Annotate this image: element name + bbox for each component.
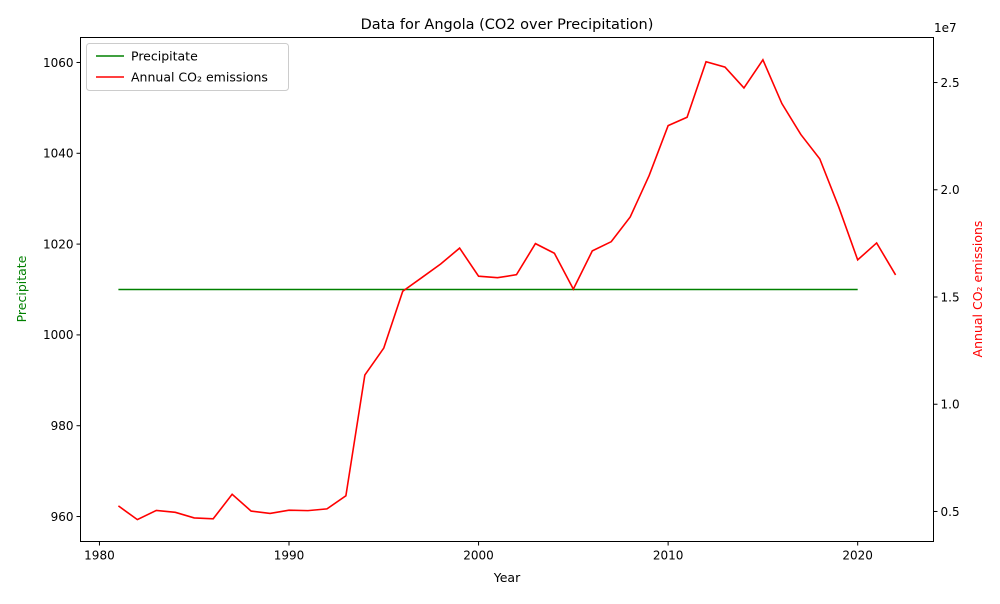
legend-label-precipitate: Precipitate — [131, 49, 198, 64]
series-line-co2-emissions — [117, 58, 897, 521]
y-right-tick-label: 2.0 — [941, 183, 960, 197]
y-right-tick-label: 1.0 — [941, 398, 960, 412]
x-axis: 1980 1990 2000 2010 2020 — [84, 541, 873, 563]
y-right-tick-label: 1.5 — [941, 290, 960, 304]
legend-box — [86, 43, 289, 91]
x-tick-label: 2010 — [653, 549, 684, 563]
legend-label-co2: Annual CO₂ emissions — [131, 70, 268, 85]
x-tick-label: 1980 — [84, 549, 115, 563]
y-left-tick-label: 980 — [51, 419, 74, 433]
y-axis-right-label: Annual CO₂ emissions — [970, 221, 985, 358]
chart-title: Data for Angola (CO2 over Precipitation) — [361, 17, 654, 33]
y-right-tick-label: 2.5 — [941, 76, 960, 90]
y-left-tick-label: 1000 — [43, 328, 74, 342]
y-axis-right-multiplier: 1e7 — [934, 21, 957, 35]
y-left-tick-label: 1020 — [43, 237, 74, 251]
legend: Precipitate Annual CO₂ emissions — [86, 43, 289, 91]
y-left-tick-label: 960 — [51, 510, 74, 524]
y-left-tick-label: 1040 — [43, 147, 74, 161]
y-axis-right: 0.5 1.0 1.5 2.0 2.5 — [933, 76, 960, 519]
plot-frame — [80, 37, 934, 542]
plot-lines — [117, 58, 897, 521]
x-tick-label: 2000 — [463, 549, 494, 563]
y-right-tick-label: 0.5 — [941, 505, 960, 519]
y-axis-left-label: Precipitate — [14, 255, 29, 322]
x-tick-label: 1990 — [274, 549, 305, 563]
x-tick-label: 2020 — [842, 549, 873, 563]
y-left-tick-label: 1060 — [43, 56, 74, 70]
y-axis-left: 960 980 1000 1020 1040 1060 — [43, 56, 81, 524]
x-axis-label: Year — [493, 570, 521, 585]
